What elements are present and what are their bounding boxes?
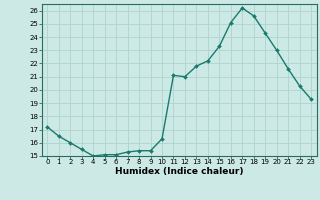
X-axis label: Humidex (Indice chaleur): Humidex (Indice chaleur) (115, 167, 244, 176)
